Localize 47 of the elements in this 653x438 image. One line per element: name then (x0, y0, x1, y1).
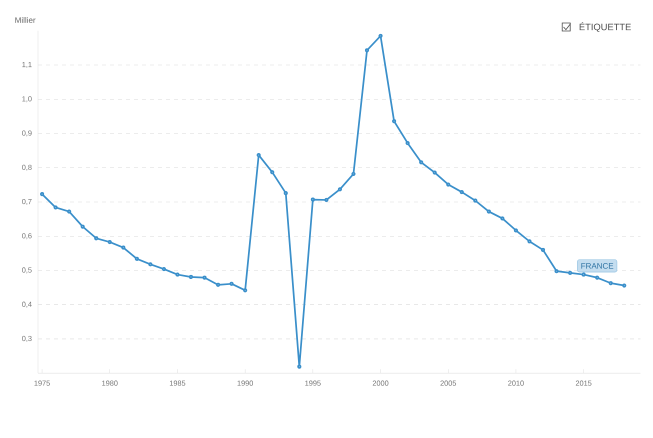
series-label: FRANCE (581, 263, 614, 269)
y-axis-title: Millier (15, 17, 36, 23)
point (500, 216, 504, 220)
point (473, 198, 478, 203)
point (392, 119, 396, 124)
point (216, 282, 220, 287)
point (338, 187, 342, 192)
point (595, 276, 600, 280)
point (527, 239, 532, 244)
point (582, 272, 586, 277)
point (54, 205, 58, 210)
point (622, 283, 626, 288)
point (540, 248, 546, 252)
point (94, 236, 98, 240)
point (406, 141, 410, 146)
point (324, 198, 328, 202)
point (202, 276, 207, 280)
point (297, 364, 302, 369)
point (230, 282, 234, 286)
point (310, 198, 315, 202)
point (134, 256, 139, 261)
point (486, 210, 491, 214)
point (188, 274, 194, 280)
point (148, 262, 152, 266)
point (67, 210, 72, 214)
point (364, 48, 370, 52)
point (162, 267, 166, 272)
point (554, 269, 559, 274)
point (284, 191, 288, 196)
point (568, 270, 572, 275)
point (40, 192, 44, 196)
point (446, 182, 450, 187)
point (351, 172, 356, 176)
annotation: ÉTIQUETTE (580, 22, 631, 32)
point (460, 190, 464, 194)
point (108, 240, 112, 244)
point (419, 160, 424, 164)
point (121, 245, 126, 250)
point (243, 288, 248, 292)
point (175, 272, 180, 277)
point (432, 170, 437, 175)
point (608, 281, 613, 286)
point (80, 224, 85, 229)
point (256, 153, 261, 158)
point (270, 170, 274, 174)
point (514, 228, 518, 232)
point (378, 34, 383, 38)
